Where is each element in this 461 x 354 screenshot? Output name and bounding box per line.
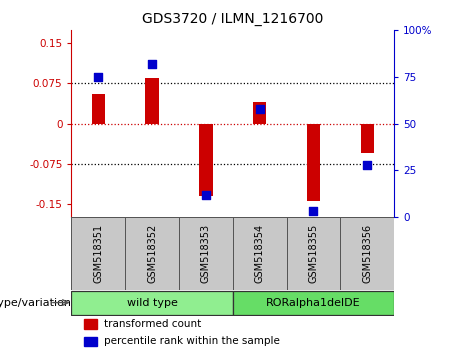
Title: GDS3720 / ILMN_1216700: GDS3720 / ILMN_1216700 (142, 12, 324, 26)
Text: GSM518352: GSM518352 (147, 224, 157, 283)
Text: GSM518355: GSM518355 (308, 224, 319, 283)
Bar (287, 217, 340, 290)
Bar (253, 102, 266, 124)
Bar (340, 217, 394, 290)
Bar (71, 217, 125, 290)
Bar (233, 217, 287, 290)
Point (95, 74, 102, 80)
Bar (179, 217, 233, 290)
Bar (233, 291, 394, 315)
Text: wild type: wild type (127, 298, 177, 308)
Text: GSM518354: GSM518354 (254, 224, 265, 283)
Text: RORalpha1delDE: RORalpha1delDE (266, 298, 361, 308)
Point (310, 209, 317, 214)
Point (202, 192, 210, 198)
Text: GSM518351: GSM518351 (93, 224, 103, 283)
Point (148, 61, 156, 67)
Text: percentile rank within the sample: percentile rank within the sample (104, 336, 280, 347)
Text: GSM518353: GSM518353 (201, 224, 211, 283)
Bar (71, 291, 233, 315)
Bar (145, 78, 159, 124)
Text: genotype/variation: genotype/variation (0, 298, 71, 308)
Bar (361, 124, 374, 153)
Bar (199, 124, 213, 196)
Text: transformed count: transformed count (104, 319, 201, 329)
Bar (307, 124, 320, 201)
Point (256, 106, 263, 112)
Bar (84, 337, 97, 346)
Text: GSM518356: GSM518356 (362, 224, 372, 283)
Bar (125, 217, 179, 290)
Bar (84, 319, 97, 329)
Bar (92, 94, 105, 124)
Point (364, 162, 371, 167)
